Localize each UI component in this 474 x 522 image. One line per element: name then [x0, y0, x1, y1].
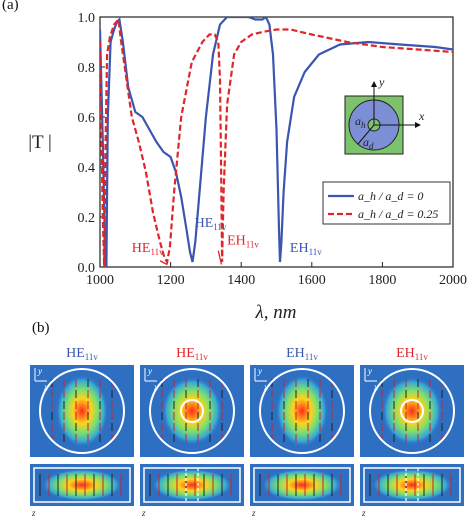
field-x-label: x	[373, 382, 378, 392]
field-x-label: x	[263, 382, 268, 392]
mode-annotation: EH11v	[227, 234, 259, 250]
plot-frame	[99, 16, 454, 268]
inset-y-arrow	[371, 81, 377, 87]
fiber-cross-section-inset: x y ah ad	[344, 75, 425, 155]
field-y-label: y	[37, 366, 42, 376]
x-tick-label: 1000	[86, 273, 114, 288]
x-tick-label: 1400	[227, 273, 255, 288]
y-axis-label: |T |	[28, 132, 52, 153]
core-boundary	[149, 368, 235, 454]
field-map-3: EH11v yx z	[250, 346, 354, 518]
inset-ah-label: ah	[355, 114, 366, 130]
y-tick-label: 0.2	[78, 211, 96, 226]
strip-z-label: z	[31, 508, 36, 518]
y-tick-label: 0.8	[78, 61, 96, 76]
inset-ad-radius	[357, 124, 375, 145]
core-boundary	[39, 368, 125, 454]
field-intensity	[276, 375, 328, 447]
x-tick-label: 1600	[298, 273, 326, 288]
x-tick-label: 1800	[368, 273, 396, 288]
field-x-label: x	[43, 382, 48, 392]
strip-boundary	[363, 467, 461, 503]
y-tick-label: 0.0	[78, 261, 96, 276]
field-y-label: y	[147, 366, 152, 376]
strip-z-label: z	[361, 508, 366, 518]
x-tick-label: 1200	[157, 273, 185, 288]
panel-b-label: (b)	[32, 320, 50, 336]
field-y-label: y	[257, 366, 262, 376]
y-tick-label: 0.4	[78, 161, 96, 176]
strip-z-label: z	[251, 508, 256, 518]
field-x-label: x	[153, 382, 158, 392]
annotation-pointer	[217, 250, 223, 265]
x-axis-label: λ, nm	[255, 302, 297, 323]
core-boundary	[369, 368, 455, 454]
strip-boundary	[33, 467, 131, 503]
field-map-title: EH11v	[286, 346, 318, 362]
field-intensity	[162, 377, 222, 445]
strip-boundary	[253, 467, 351, 503]
field-map-title: EH11v	[396, 346, 428, 362]
hole-boundary	[400, 399, 424, 423]
legend-box	[322, 181, 451, 225]
inset-x-arrow	[415, 122, 421, 128]
strip-z-label: z	[141, 508, 146, 518]
series-line-dashed	[100, 17, 453, 267]
y-axis-ticks: 0.0 0.2 0.4 0.6 0.8 1.0	[78, 11, 105, 276]
field-y-label: y	[367, 366, 372, 376]
field-map-4: EH11v yx z	[360, 346, 464, 518]
strip-intensity	[262, 469, 342, 501]
mode-annotation: HE11v	[195, 216, 227, 232]
field-map-1: HE11v yx z	[30, 346, 134, 518]
strip-intensity	[42, 469, 122, 501]
strip-intensity	[152, 469, 232, 501]
inset-ad-label: ad	[363, 135, 374, 151]
y-tick-label: 0.6	[78, 111, 96, 126]
x-tick-label: 2000	[439, 273, 467, 288]
legend: a_h / a_d = 0 a_h / a_d = 0.25	[322, 181, 451, 225]
core-boundary	[259, 368, 345, 454]
field-map-2: HE11v yx z	[140, 346, 244, 518]
field-intensity	[56, 375, 108, 447]
field-intensity	[382, 377, 442, 445]
strip-intensity	[372, 469, 452, 501]
legend-label-dashed: a_h / a_d = 0.25	[358, 207, 438, 221]
mode-annotation: EH11v	[290, 241, 322, 257]
strip-boundary	[143, 467, 241, 503]
transmission-plot: 1000 1200 1400 1600 1800 2000 0.0 0.2 0.4 0.6 0.8…	[28, 11, 467, 323]
annotation-pointer	[159, 260, 168, 266]
series-line-solid	[100, 17, 453, 267]
field-map-title: HE11v	[66, 346, 98, 362]
inset-x-label: x	[418, 109, 425, 123]
x-axis-ticks: 1000 1200 1400 1600 1800 2000	[86, 262, 467, 288]
hole-boundary	[180, 399, 204, 423]
panel-a-label: (a)	[2, 0, 19, 13]
field-map-title: HE11v	[176, 346, 208, 362]
y-tick-label: 1.0	[78, 11, 96, 26]
legend-label-solid: a_h / a_d = 0	[358, 189, 423, 203]
inset-y-label: y	[378, 75, 385, 89]
mode-annotation: HE11v	[132, 241, 164, 257]
